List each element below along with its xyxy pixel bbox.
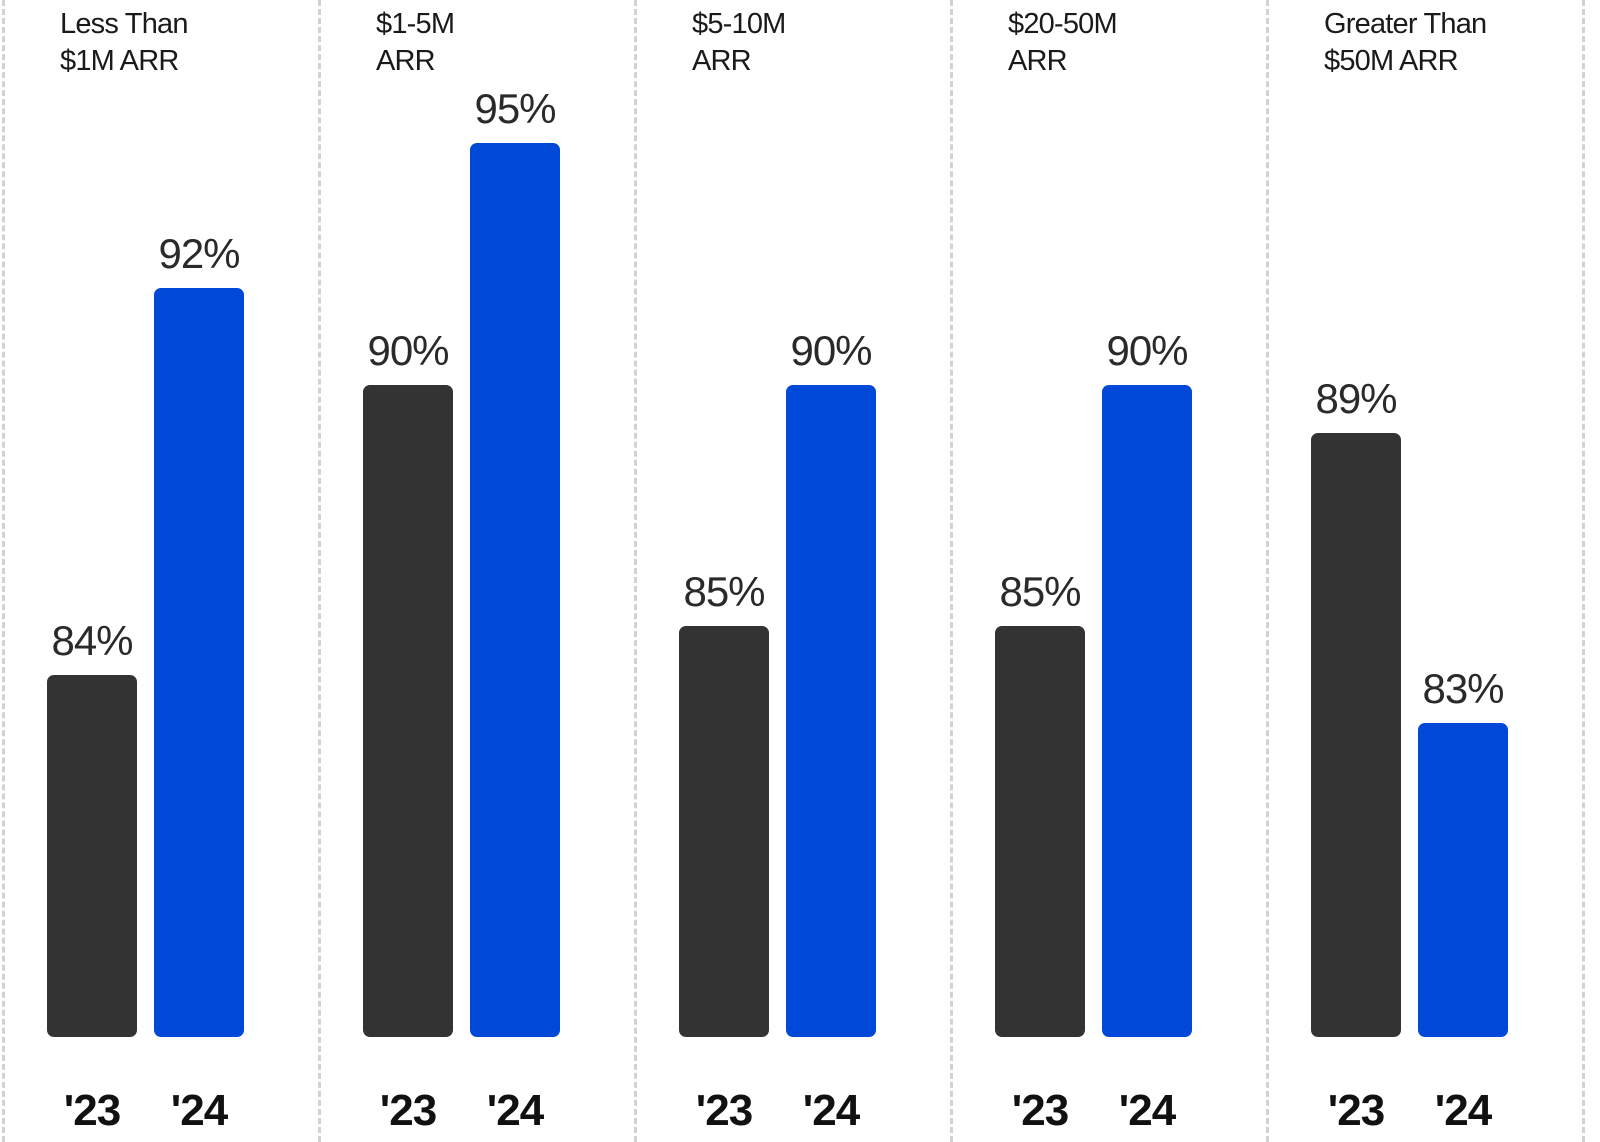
group-title-line: ARR [692,45,752,77]
group-title-line: Less Than [60,8,189,40]
year-tick-label: '24 [170,1086,228,1135]
value-label: 90% [790,326,872,374]
group-title-line: ARR [1008,45,1068,77]
bar-2024 [1102,384,1192,1037]
value-label: 92% [158,230,240,278]
year-tick-label: '23 [1327,1086,1385,1135]
group-divider [318,0,321,1142]
bar-2023 [1311,433,1401,1037]
value-label: 84% [51,616,133,664]
bar-2024 [786,384,876,1037]
bar-2023 [995,626,1085,1037]
bar-2023 [47,674,137,1037]
value-label: 95% [474,85,556,133]
group-divider [2,0,5,1142]
year-tick-label: '23 [695,1086,753,1135]
year-tick-label: '23 [63,1086,121,1135]
group-title: $5-10M ARR [692,6,786,80]
bar-2024 [1418,723,1508,1037]
group-divider [634,0,637,1142]
group-title-line: Greater Than [1324,8,1487,40]
value-label: 89% [1315,375,1397,423]
group-title-line: $20-50M [1008,8,1118,40]
year-tick-label: '24 [486,1086,544,1135]
bar-2024 [154,288,244,1037]
group-title-line: $50M ARR [1324,45,1459,77]
bar-2023 [363,384,453,1037]
year-tick-label: '24 [802,1086,860,1135]
group-title-line: ARR [376,45,436,77]
year-tick-label: '24 [1118,1086,1176,1135]
value-label: 85% [683,568,765,616]
value-label: 90% [367,326,449,374]
group-title-line: $5-10M [692,8,786,40]
year-tick-label: '23 [1011,1086,1069,1135]
group-title-line: $1M ARR [60,45,179,77]
year-tick-label: '23 [379,1086,437,1135]
value-label: 90% [1106,326,1188,374]
group-title: Less Than $1M ARR [60,6,189,80]
bar-2023 [679,626,769,1037]
bar-2024 [470,143,560,1037]
group-title: $1-5M ARR [376,6,455,80]
year-tick-label: '24 [1434,1086,1492,1135]
value-label: 83% [1422,665,1504,713]
group-divider [1266,0,1269,1142]
value-label: 85% [999,568,1081,616]
group-divider [950,0,953,1142]
group-title: Greater Than $50M ARR [1324,6,1487,80]
group-title: $20-50M ARR [1008,6,1118,80]
group-title-line: $1-5M [376,8,455,40]
group-divider [1582,0,1585,1142]
